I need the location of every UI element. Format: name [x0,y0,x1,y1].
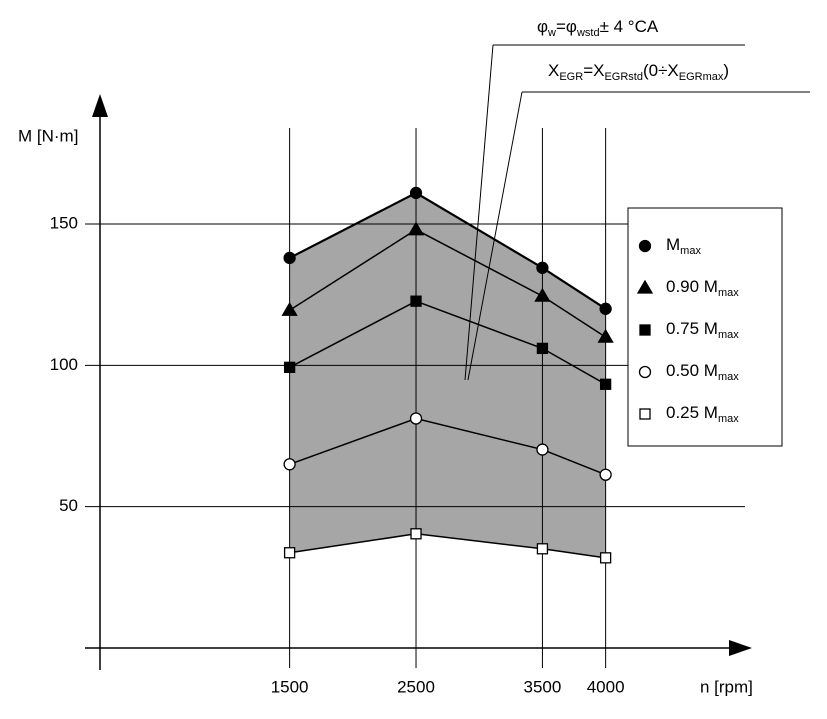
annotation: φw=φwstd± 4 °CA [537,17,659,38]
area-layer [289,192,606,558]
annotation-part: =φ [556,17,577,36]
marker [409,186,423,200]
annotation-part: ± 4 °CA [600,17,659,36]
shaded-area [289,192,606,558]
annotation-part: X [548,61,559,80]
y-axis-arrow [92,94,108,117]
legend-label: 0.75 Mmax [666,319,739,340]
marker [536,261,549,274]
legend-text-part: max [718,371,739,383]
annotation-part: w [547,27,556,39]
legend-label: 0.50 Mmax [666,361,739,382]
annotation: XEGR=XEGRstd(0÷XEGRmax) [548,61,729,82]
legend-label: 0.90 Mmax [666,277,739,298]
marker [636,279,654,294]
legend-text-part: 0.75 M [666,319,718,338]
marker [410,528,422,540]
marker [639,324,651,336]
annotations: φw=φwstd± 4 °CA XEGR=XEGRstd(0÷XEGRmax) [537,17,729,82]
x-tick-label: 1500 [271,677,309,696]
marker [599,302,612,315]
grid-layer: 50 100 150 1500 2500 3500 4000 [50,128,745,696]
marker [638,365,652,379]
legend-label: 0.25 Mmax [666,403,739,424]
marker [536,342,549,355]
marker [283,458,296,471]
marker [638,239,652,253]
leader-line [467,91,523,381]
annotation-part: ) [723,61,729,80]
legend-text-part: 0.25 M [666,403,718,422]
x-tick-label: 2500 [397,677,435,696]
y-axis-label: M [N·m] [18,126,78,145]
marker [599,468,612,481]
marker [409,412,423,425]
legend-text-part: 0.90 M [666,277,718,296]
x-axis-label: n [rpm] [700,677,753,696]
annotation-part: (0÷X [643,61,679,80]
annotation-part: φ [537,17,548,36]
legend-text-part: 0.50 M [666,361,718,380]
legend-text-part: max [718,287,739,299]
annotation-part: EGRmax [679,71,724,83]
legend-text-part: M [666,235,680,254]
series-layer [281,186,614,564]
axis-layer: M [N·m] n [rpm] [18,44,810,696]
legend-label: Mmax [666,235,701,256]
series-line [289,417,606,476]
marker [283,547,296,559]
marker [283,251,296,265]
marker [410,295,422,307]
x-axis-arrow [729,640,752,656]
marker [536,543,549,555]
marker [599,552,612,564]
series-line [289,228,607,338]
annotation-part: EGRstd [604,71,643,83]
y-tick-label: 50 [59,496,78,515]
marker [599,378,612,390]
legend-text-part: max [680,245,701,257]
annotation-part: =X [583,61,604,80]
marker [639,408,651,420]
marker [281,301,298,316]
series-line [289,191,607,310]
x-tick-label: 4000 [587,677,625,696]
series-line [289,300,607,385]
marker [597,328,614,343]
y-tick-label: 150 [50,214,78,233]
marker [407,221,425,236]
legend-box [627,207,783,447]
annotation-part: wstd [576,27,600,39]
marker [283,361,296,373]
annotation-part: EGR [559,71,583,83]
leader-line [464,44,494,381]
marker [534,287,551,302]
x-tick-label: 3500 [524,677,562,696]
legend-text-part: max [718,413,739,425]
series-line [289,533,606,559]
marker [536,443,549,456]
legend-text-part: max [718,329,739,341]
y-tick-label: 100 [50,355,78,374]
